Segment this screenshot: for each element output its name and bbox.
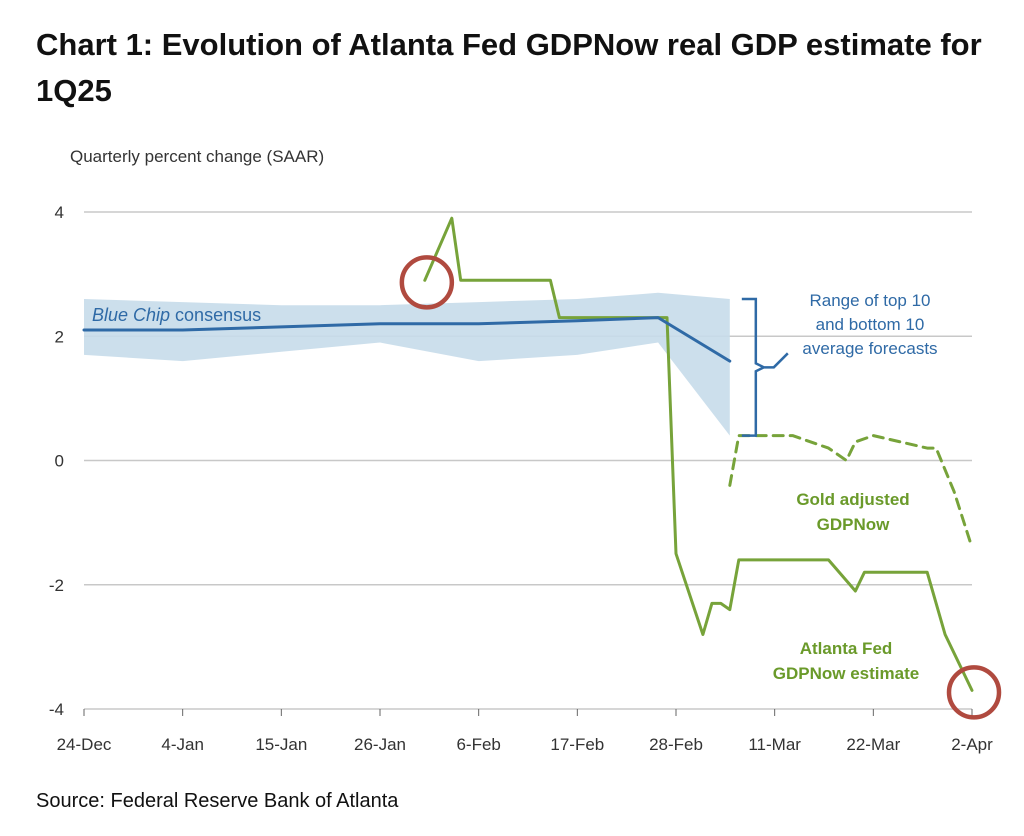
highlight-circles [399, 255, 1002, 720]
highlight-circle [946, 665, 1002, 720]
x-tick-label: 15-Jan [255, 735, 307, 754]
source-note: Source: Federal Reserve Bank of Atlanta [36, 790, 399, 812]
atl-label-line1: Atlanta Fed [800, 639, 893, 658]
x-tick-label: 22-Mar [846, 735, 900, 754]
y-tick-labels: 4 2 0 -2 -4 [49, 203, 64, 719]
x-tick-label: 2-Apr [951, 735, 993, 754]
x-tick-label: 11-Mar [748, 735, 801, 754]
y-tick-label: 4 [55, 203, 64, 222]
range-label-line1: Range of top 10 [810, 291, 931, 310]
highlight-circle [399, 255, 455, 310]
consensus-label: Blue Chip consensus [92, 305, 261, 325]
consensus-label-rest: consensus [170, 305, 261, 325]
x-tick-label: 4-Jan [161, 735, 204, 754]
x-tick-label: 24-Dec [57, 735, 112, 754]
consensus-label-italic: Blue Chip [92, 305, 170, 325]
y-tick-label: -4 [49, 700, 64, 719]
x-tick-labels: 24-Dec 4-Jan 15-Jan 26-Jan 6-Feb 17-Feb 28-Feb… [57, 709, 993, 754]
x-tick-label: 26-Jan [354, 735, 406, 754]
atl-label-line2: GDPNow estimate [773, 664, 919, 683]
x-tick-label: 6-Feb [456, 735, 500, 754]
y-tick-label: 0 [55, 452, 64, 471]
y-axis-label: Quarterly percent change (SAAR) [70, 147, 324, 166]
series-line-blue-chip-consensus [82, 316, 732, 363]
range-label-line3: average forecasts [802, 339, 937, 358]
series-line-atlanta-fed-gdpnow-estimate [423, 216, 974, 692]
series-line-gold-adjusted-gdpnow [728, 434, 974, 549]
page-title: Chart 1: Evolution of Atlanta Fed GDPNow… [36, 27, 982, 108]
x-tick-label: 17-Feb [550, 735, 604, 754]
series-lines [82, 216, 974, 692]
y-tick-label: 2 [55, 327, 64, 346]
gold-label-line2: GDPNow [817, 515, 891, 534]
y-tick-label: -2 [49, 576, 64, 595]
range-label-line2: and bottom 10 [816, 315, 925, 334]
gridlines [84, 211, 972, 710]
gold-label-line1: Gold adjusted [796, 490, 909, 509]
x-tick-label: 28-Feb [649, 735, 703, 754]
range-brace [741, 297, 789, 437]
